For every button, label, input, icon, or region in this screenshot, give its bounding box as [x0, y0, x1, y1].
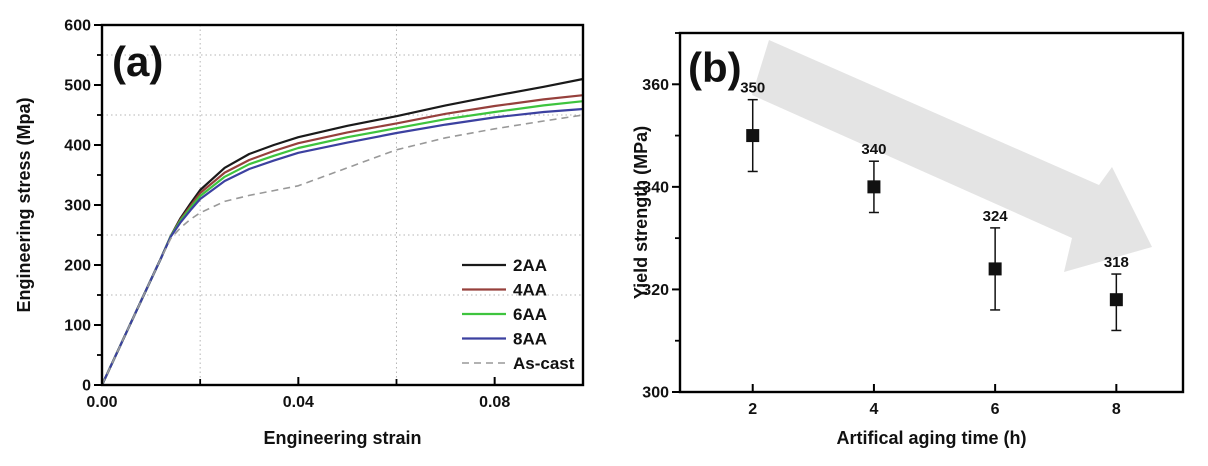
- legend-label-4AA: 4AA: [513, 281, 547, 300]
- legend-label-6AA: 6AA: [513, 305, 547, 324]
- y-axis-title: Yield strength (MPa): [631, 126, 651, 299]
- y-tick-label: 300: [64, 198, 91, 215]
- trend-arrow: [752, 40, 1152, 272]
- point-value-label: 350: [740, 80, 765, 97]
- panel-b-yield-strength: 350 340 324 318 2 4 6 8 300 320 340 360 Artifical ag…: [604, 0, 1208, 466]
- y-tick-label: 340: [642, 179, 669, 196]
- x-tick-label: 6: [991, 401, 1000, 418]
- x-tick-label: 0.08: [479, 394, 510, 411]
- square-marker: [746, 129, 760, 143]
- data-points: 350 340 324 318: [740, 80, 1129, 332]
- series-line-As-cast: [101, 114, 584, 386]
- x-tick-label: 0.04: [283, 394, 314, 411]
- series-line-8AA: [101, 107, 584, 386]
- yield-strength-chart: 350 340 324 318 2 4 6 8 300 320 340 360 Artifical ag…: [631, 31, 1185, 448]
- y-tick-label: 360: [642, 77, 669, 94]
- plot-frame: [678, 31, 1185, 394]
- y-tick-label: 500: [64, 78, 91, 95]
- y-tick-label: 0: [82, 378, 91, 395]
- y-axis-title: Engineering stress (Mpa): [14, 97, 34, 312]
- y-tick-label: 100: [64, 318, 91, 335]
- tick-labels: 0.00 0.04 0.08 0 100 200 300 400 500 600: [64, 18, 510, 412]
- legend-label-As-cast: As-cast: [513, 354, 575, 373]
- legend-label-2AA: 2AA: [513, 256, 547, 275]
- axis-ticks: [94, 24, 496, 386]
- plot-frame: [100, 23, 585, 387]
- x-tick-label: 2: [748, 401, 757, 418]
- x-tick-label: 8: [1112, 401, 1121, 418]
- point-value-label: 318: [1104, 254, 1129, 271]
- y-tick-label: 300: [642, 385, 669, 402]
- legend: 2AA 4AA 6AA 8AA As-cast: [462, 256, 575, 373]
- square-marker: [867, 180, 881, 194]
- panel-label: (a): [112, 38, 163, 85]
- y-tick-label: 200: [64, 258, 91, 275]
- x-tick-label: 4: [869, 401, 878, 418]
- point-value-label: 324: [983, 208, 1009, 225]
- point-value-label: 340: [861, 141, 886, 158]
- square-marker: [1109, 293, 1123, 307]
- x-tick-label: 0.00: [86, 394, 117, 411]
- panel-label: (b): [688, 44, 742, 91]
- tick-labels: 2 4 6 8 300 320 340 360: [642, 77, 1121, 418]
- x-axis-title: Engineering strain: [263, 428, 421, 448]
- y-tick-label: 320: [642, 282, 669, 299]
- square-marker: [988, 262, 1002, 276]
- legend-label-8AA: 8AA: [513, 330, 547, 349]
- axis-ticks: [672, 32, 1118, 393]
- series-lines: [101, 77, 584, 386]
- y-tick-label: 400: [64, 138, 91, 155]
- y-tick-label: 600: [64, 18, 91, 35]
- x-axis-title: Artifical aging time (h): [836, 428, 1026, 448]
- panel-a-stress-strain: 0.00 0.04 0.08 0 100 200 300 400 500 600 Engineeri…: [14, 18, 585, 448]
- stress-strain-chart: 0.00 0.04 0.08 0 100 200 300 400 500 600 Engineeri…: [14, 18, 585, 448]
- gridlines: [102, 25, 583, 385]
